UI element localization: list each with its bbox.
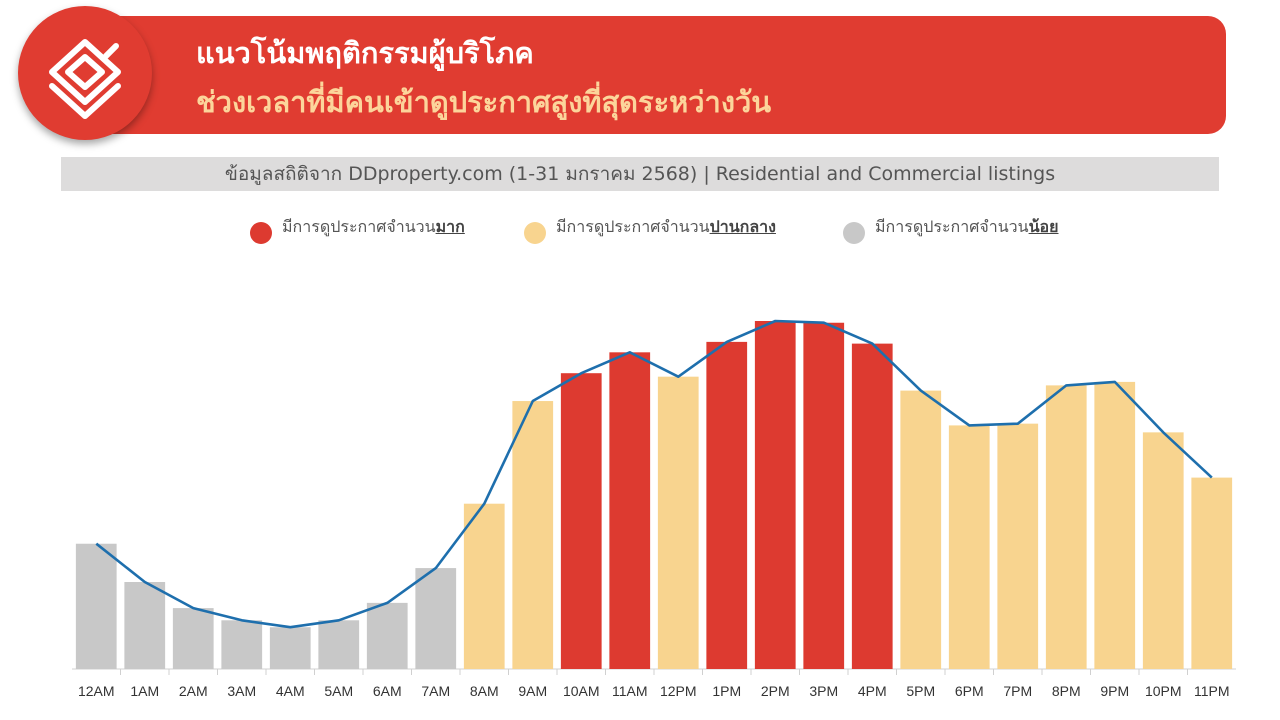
bar-9PM [1094,381,1136,669]
x-tick-label: 4AM [276,683,305,699]
legend-prefix: มีการดูประกาศจำนวน [556,217,710,236]
bar-3PM [803,322,845,669]
x-tick-label: 10AM [563,683,600,699]
x-tick-label: 1PM [712,683,741,699]
x-tick-label: 5AM [324,683,353,699]
x-tick-label: 3PM [809,683,838,699]
legend-dot-medium [524,222,546,244]
x-tick-label: 3AM [227,683,256,699]
x-tick-label: 6AM [373,683,402,699]
x-tick-label: 5PM [906,683,935,699]
x-tick-label: 12PM [660,683,697,699]
legend-dot-low [843,222,865,244]
ddproperty-house-logo-icon [49,39,121,119]
source-note: ข้อมูลสถิติจาก DDproperty.com (1-31 มกรา… [61,157,1219,191]
bar-6AM [366,602,408,669]
bar-11AM [609,352,651,669]
legend-emphasis: มาก [435,217,465,236]
legend-label-low: มีการดูประกาศจำนวนน้อย [875,215,1059,240]
bar-2AM [172,608,214,669]
legend-emphasis: ปานกลาง [709,217,776,236]
bar-8PM [1045,385,1087,669]
x-tick-label: 6PM [955,683,984,699]
x-tick-label: 7AM [421,683,450,699]
x-tick-label: 12AM [78,683,115,699]
x-tick-label: 9AM [518,683,547,699]
bar-4AM [269,627,311,669]
x-tick-label: 10PM [1145,683,1182,699]
legend-prefix: มีการดูประกาศจำนวน [282,217,436,236]
bar-11PM [1191,477,1233,669]
bar-1PM [706,341,748,669]
logo-badge [18,6,152,140]
bar-10AM [560,373,602,669]
bar-8AM [463,503,505,669]
x-tick-label: 9PM [1100,683,1129,699]
bar-5PM [900,390,942,669]
legend-dot-high [250,222,272,244]
bar-2PM [754,321,796,669]
bar-6PM [948,425,990,669]
x-tick-label: 2AM [179,683,208,699]
x-tick-label: 8AM [470,683,499,699]
bar-7PM [997,423,1039,669]
bar-1AM [124,582,166,669]
chart-legend: มีการดูประกาศจำนวนมาก มีการดูประกาศจำนวน… [0,214,1280,248]
legend-label-high: มีการดูประกาศจำนวนมาก [282,215,465,240]
x-tick-label: 7PM [1003,683,1032,699]
x-tick-label: 11AM [612,683,648,699]
x-tick-label: 11PM [1194,683,1230,699]
trend-line [95,319,1213,629]
legend-label-medium: มีการดูประกาศจำนวนปานกลาง [556,215,776,240]
page-subtitle: ช่วงเวลาที่มีคนเข้าดูประกาศสูงที่สุดระหว… [196,85,772,119]
bar-4PM [851,343,893,669]
x-tick-label: 8PM [1052,683,1081,699]
bar-7AM [415,568,457,669]
x-tick-label: 1AM [130,683,159,699]
bar-10PM [1142,432,1184,669]
x-tick-label: 4PM [858,683,887,699]
header-banner [88,16,1226,134]
legend-emphasis: น้อย [1028,217,1059,236]
bar-12AM [75,543,117,669]
bar-5AM [318,620,360,669]
bar-12PM [657,376,699,669]
bar-9AM [512,401,554,669]
page-title: แนวโน้มพฤติกรรมผู้บริโภค [196,36,534,70]
legend-prefix: มีการดูประกาศจำนวน [875,217,1029,236]
x-tick-label: 2PM [761,683,790,699]
bar-3AM [221,620,263,669]
